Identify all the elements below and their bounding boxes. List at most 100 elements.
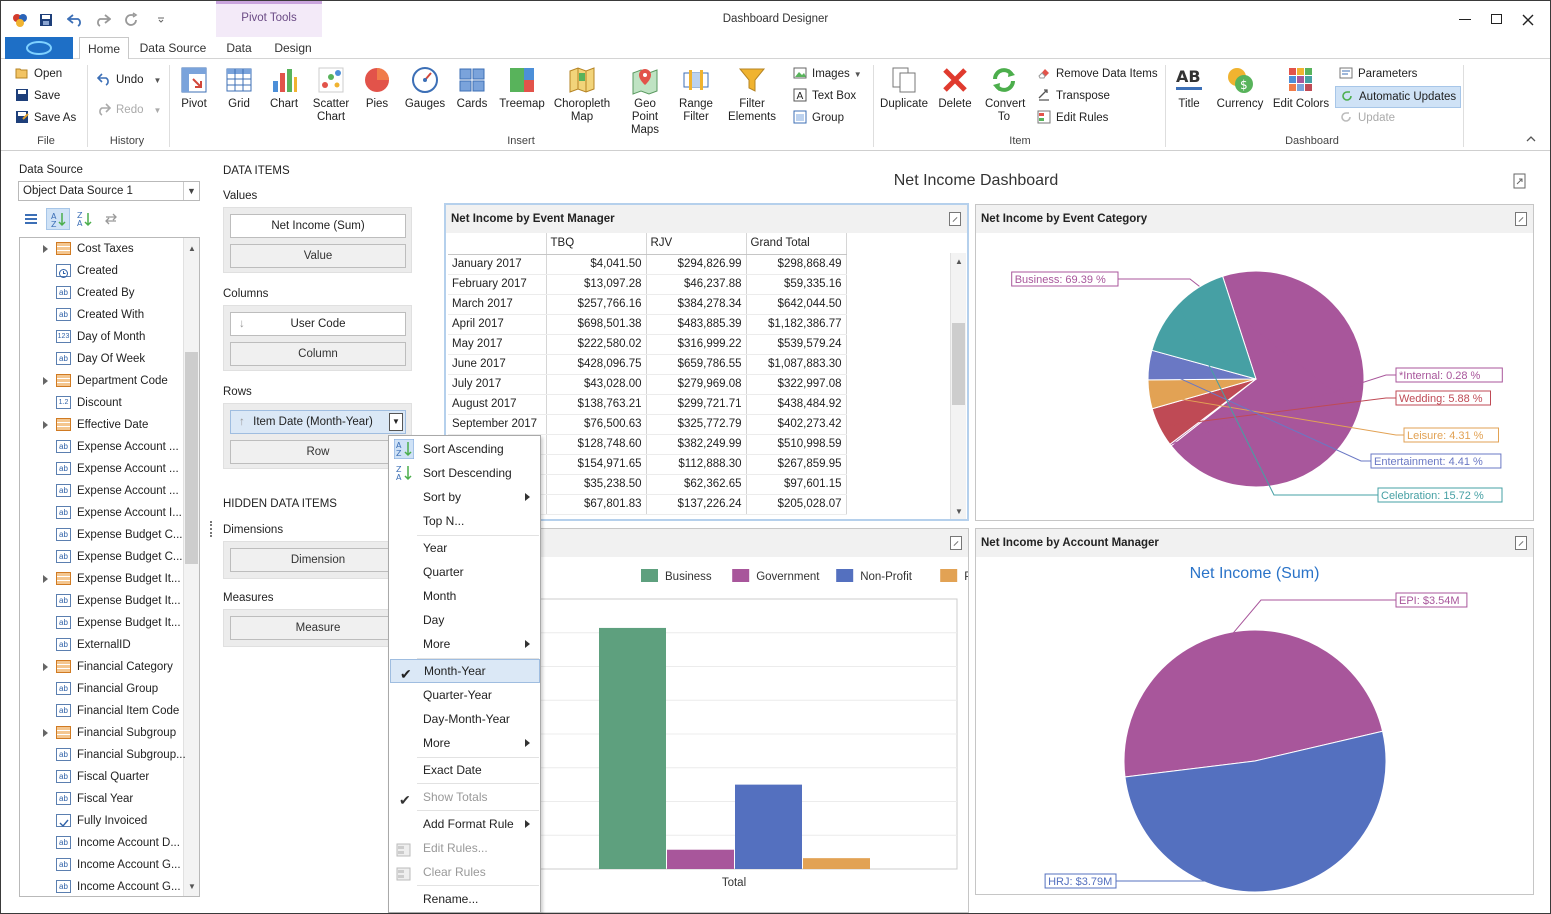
quick-redo-icon[interactable] [95,13,111,27]
menu-item-sort-by[interactable]: Sort by [390,485,540,509]
field-item[interactable]: Fully Invoiced [20,810,185,832]
pivot-cell[interactable]: $43,028.00 [546,374,647,395]
tab-data-source[interactable]: Data Source [139,41,207,55]
chevron-down-icon[interactable]: ▼ [183,182,199,200]
undo-button[interactable]: Undo ▼ [97,70,161,90]
pivot-cell[interactable]: $154,971.65 [546,454,647,475]
expand-arrow-icon[interactable] [43,245,48,253]
pivot-row-header[interactable]: May 2017 [448,334,547,355]
pivot-button[interactable]: Pivot [175,65,213,111]
redo-button[interactable]: Redo ▼ [97,100,161,120]
field-item[interactable]: ab Expense Account ... [20,480,185,502]
pivot-cell[interactable]: $35,238.50 [546,474,647,495]
field-item[interactable]: ab Financial Group [20,678,185,700]
row-drop-slot[interactable]: Row [230,440,406,464]
field-item[interactable]: Financial Category [20,656,185,678]
pivot-scrollbar[interactable]: ▲ ▼ [950,253,966,519]
group-by-type-icon[interactable] [23,211,39,227]
pivot-cell[interactable]: $46,237.88 [646,274,747,295]
gauges-button[interactable]: Gauges [403,65,447,111]
pivot-row-header[interactable]: April 2017 [448,314,547,335]
scroll-thumb[interactable] [952,323,965,405]
pie-net-income-by-event-category[interactable]: Net Income by Event Category Business: 6… [975,204,1534,521]
pies-button[interactable]: Pies [359,65,395,111]
pivot-cell[interactable]: $205,028.07 [746,494,847,515]
pie-category-slice-celebration[interactable] [1151,275,1257,380]
field-item[interactable]: ab Income Account G... [20,876,185,896]
pie-category-chart[interactable]: Business: 69.39 % *Internal: 0.28 % Weddin… [976,233,1533,520]
export-item-icon[interactable] [950,536,962,550]
images-button[interactable]: Images ▼ [793,64,862,84]
pivot-table[interactable]: TBQ RJV Grand Total January 2017 $4,041.50 $2… [448,233,847,515]
pivot-cell[interactable]: $138,763.21 [546,394,647,415]
pivot-cell[interactable]: $299,721.71 [646,394,747,415]
choropleth-map-button[interactable]: Choropleth Map [553,65,611,124]
menu-item-more[interactable]: More [390,632,540,656]
pivot-cell[interactable]: $59,335.16 [746,274,847,295]
quick-refresh-icon[interactable] [123,12,139,28]
pivot-cell[interactable]: $13,097.28 [546,274,647,295]
field-item[interactable]: ab Financial Item Code [20,700,185,722]
menu-item-top-n[interactable]: Top N... [390,509,540,533]
expand-arrow-icon[interactable] [43,663,48,671]
text-box-button[interactable]: A Text Box [793,86,856,106]
field-context-menu[interactable]: Sort Ascending A Z Sort Descending Z A Sort by… [388,435,541,913]
expand-arrow-icon[interactable] [43,377,48,385]
menu-item-day-month-year[interactable]: Day-Month-Year [390,707,540,731]
menu-item-year[interactable]: Year [390,536,540,560]
expand-arrow-icon[interactable] [43,575,48,583]
menu-item-quarter[interactable]: Quarter [390,560,540,584]
field-item[interactable]: ab Income Account D... [20,832,185,854]
field-item[interactable]: Effective Date [20,414,185,436]
bar-government[interactable] [667,849,734,869]
pivot-cell[interactable]: $382,249.99 [646,434,747,455]
pivot-row-header[interactable]: February 2017 [448,274,547,295]
pivot-cell[interactable]: $137,226.24 [646,494,747,515]
scatter-chart-button[interactable]: Scatter Chart [307,65,355,124]
pivot-row-header[interactable]: March 2017 [448,294,547,315]
pivot-cell[interactable]: $316,999.22 [646,334,747,355]
range-filter-button[interactable]: Range Filter [675,65,717,124]
update-button[interactable]: Update [1339,108,1395,128]
field-item[interactable]: 1.2 Discount [20,392,185,414]
field-item[interactable]: Department Code [20,370,185,392]
pie-net-income-by-account-manager[interactable]: Net Income by Account Manager Net Income… [975,528,1534,895]
pivot-cell[interactable]: $112,888.30 [646,454,747,475]
legend-item-business[interactable]: Business [641,569,712,583]
field-item[interactable]: Cost Taxes [20,238,185,260]
field-item[interactable]: ab Expense Account I... [20,502,185,524]
menu-item-exact-date[interactable]: Exact Date [390,758,540,782]
filter-elements-button[interactable]: Filter Elements [721,65,783,124]
crm-category-bar-chart[interactable]: Business Government Non-Profit Personal Tota… [445,557,968,912]
field-item[interactable]: ab Expense Budget It... [20,612,185,634]
legend-item-non-profit[interactable]: Non-Profit [836,569,913,583]
field-item[interactable]: ab Expense Account ... [20,458,185,480]
menu-item-month[interactable]: Month [390,584,540,608]
field-item[interactable]: ab Day Of Week [20,348,185,370]
pivot-column-header[interactable]: Grand Total [746,233,847,255]
quick-undo-icon[interactable] [67,13,83,27]
data-source-combo[interactable]: Object Data Source 1 ▼ [18,181,200,201]
bar-non-profit[interactable] [735,784,802,869]
pivot-cell[interactable]: $384,278.34 [646,294,747,315]
menu-item-day[interactable]: Day [390,608,540,632]
dashboard-title[interactable]: Net Income Dashboard [893,172,1059,189]
pivot-column-header[interactable]: TBQ [546,233,647,255]
geo-point-maps-button[interactable]: Geo Point Maps [617,65,673,137]
field-item[interactable]: 123 Day of Month [20,326,185,348]
collapse-ribbon-icon[interactable] [1526,135,1536,143]
pie-account-chart[interactable]: EPI: $3.54M HRJ: $3.79M [976,557,1533,894]
field-list-scrollbar[interactable]: ▲ ▼ [183,238,199,896]
field-item[interactable]: ab Expense Budget It... [20,590,185,612]
open-button[interactable]: Open [15,64,62,84]
close-window-button[interactable] [1522,14,1534,26]
expand-arrow-icon[interactable] [43,729,48,737]
pivot-cell[interactable]: $322,997.08 [746,374,847,395]
pivot-row-header[interactable]: January 2017 [448,254,547,275]
field-item[interactable]: ab Expense Budget C... [20,524,185,546]
field-list[interactable]: ▲ ▼ Cost Taxes Created ab Created By ab Creat… [19,237,200,897]
pivot-cell[interactable]: $539,579.24 [746,334,847,355]
pivot-cell[interactable]: $279,969.08 [646,374,747,395]
tab-data[interactable]: Data [226,41,252,55]
net-income-field[interactable]: Net Income (Sum) [230,214,406,238]
